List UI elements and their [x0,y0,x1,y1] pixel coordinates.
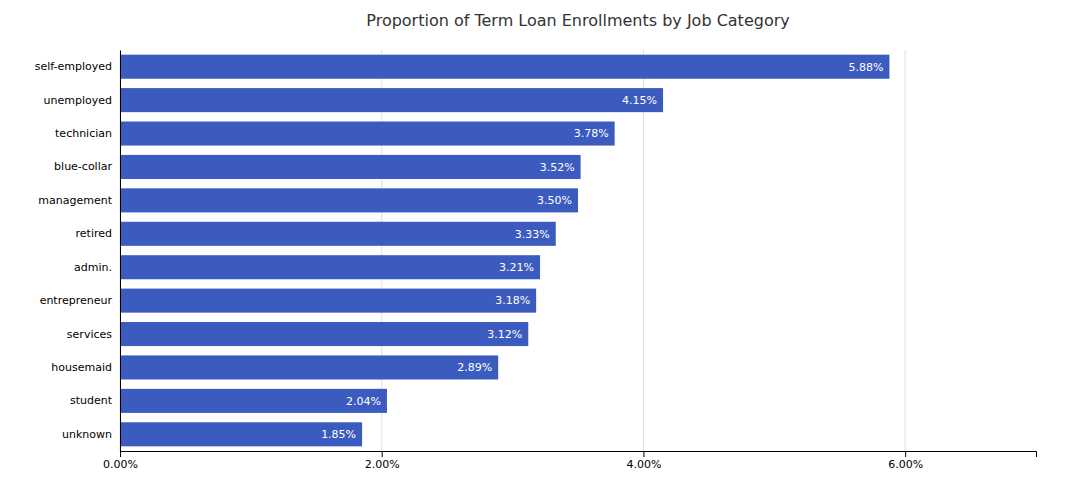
data-label: 3.78% [574,127,609,140]
data-label: 3.50% [537,194,572,207]
y-tick: unemployed [44,94,112,107]
y-tick-label: student [70,394,113,407]
y-tick: services [67,328,112,341]
data-label: 4.15% [622,94,657,107]
y-tick-label: management [38,194,112,207]
bar [120,222,556,246]
bars [120,55,889,447]
x-tick-label: 0.00% [103,458,138,471]
y-tick-label: self-employed [35,60,112,73]
chart: 0.00% 2.00% 4.00% 6.00% self-employed unemplo… [0,0,1076,487]
x-tick: 6.00% [888,451,923,471]
y-tick-label: unknown [62,428,112,441]
data-label: 2.04% [346,395,381,408]
data-label: 3.21% [499,261,534,274]
data-label: 3.33% [515,228,550,241]
x-axis-line [121,452,1037,458]
y-tick: technician [55,127,112,140]
y-axis-line [120,51,121,452]
title: Proportion of Term Loan Enrollments by J… [366,11,789,30]
y-tick-label: retired [76,227,112,240]
y-tick-label: housemaid [51,361,112,374]
bar [120,422,362,446]
bar [120,322,528,346]
y-tick: self-employed [35,60,112,73]
y-tick-label: entrepreneur [40,294,113,307]
data-label: 3.12% [487,328,522,341]
y-tick-label: admin. [74,261,112,274]
y-tick: unknown [62,428,112,441]
y-tick-label: technician [55,127,112,140]
bar [120,155,581,179]
y-tick: admin. [74,261,112,274]
x-tick-mark [120,451,121,457]
x-tick-label: 2.00% [365,458,400,471]
y-tick-label: unemployed [44,94,112,107]
grid-line [905,50,906,451]
grid [120,50,905,451]
x-tick-mark [643,451,644,457]
bar [120,122,615,146]
y-tick-label: services [67,328,112,341]
bar [120,355,498,379]
y-tick: management [38,194,112,207]
bar [120,55,889,79]
data-label: 5.88% [848,61,883,74]
bar [120,389,387,413]
y-tick: retired [76,227,112,240]
plot: 0.00% 2.00% 4.00% 6.00% self-employed unemplo… [35,50,1037,471]
bar [120,88,663,112]
bar [120,289,536,313]
y-tick: entrepreneur [40,294,113,307]
bar [120,255,540,279]
grid-line [120,50,121,451]
y-tick: blue-collar [54,160,112,173]
y-tick: housemaid [51,361,112,374]
x-tick-mark [382,451,383,457]
x-tick-mark [905,451,906,457]
x-tick-label: 4.00% [626,458,661,471]
data-label: 3.18% [495,294,530,307]
data-label: 2.89% [457,361,492,374]
y-axis: self-employed unemployed technician blue-co… [35,51,121,452]
x-axis: 0.00% 2.00% 4.00% 6.00% [103,451,1036,471]
x-tick: 4.00% [626,451,661,471]
x-tick: 0.00% [103,451,138,471]
y-tick: student [70,394,113,407]
x-tick: 2.00% [365,451,400,471]
bar [120,188,578,212]
x-tick-label: 6.00% [888,458,923,471]
y-tick-label: blue-collar [54,160,112,173]
data-label: 1.85% [321,428,356,441]
data-labels: 5.88% 4.15% 3.78% 3.52% 3.50% 3.33% 3.21% 3.18%… [321,61,883,442]
data-label: 3.52% [540,161,575,174]
